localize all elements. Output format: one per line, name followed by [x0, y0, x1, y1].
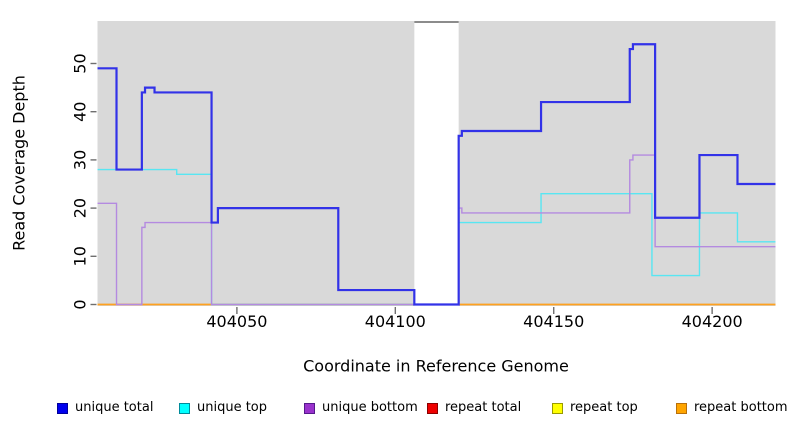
y-tick-label: 30 — [71, 150, 90, 170]
series-unique-top — [458, 192, 776, 277]
x-axis-label: Coordinate in Reference Genome — [303, 356, 569, 376]
y-tick-label: 40 — [71, 102, 90, 122]
y-tick-label: 0 — [71, 299, 90, 309]
x-tick-label: 404150 — [523, 312, 584, 331]
y-tick-label: 50 — [71, 53, 90, 73]
y-tick-label: 20 — [71, 198, 90, 218]
gap-band — [414, 21, 459, 306]
series-unique-bottom — [97, 202, 415, 306]
x-tick-label: 404100 — [365, 312, 426, 331]
series-unique-total — [97, 43, 776, 306]
y-axis-label: Read Coverage Depth — [9, 75, 29, 251]
y-tick-label: 10 — [71, 246, 90, 266]
x-tick-label: 404200 — [682, 312, 743, 331]
x-tick-label: 404050 — [206, 312, 267, 331]
